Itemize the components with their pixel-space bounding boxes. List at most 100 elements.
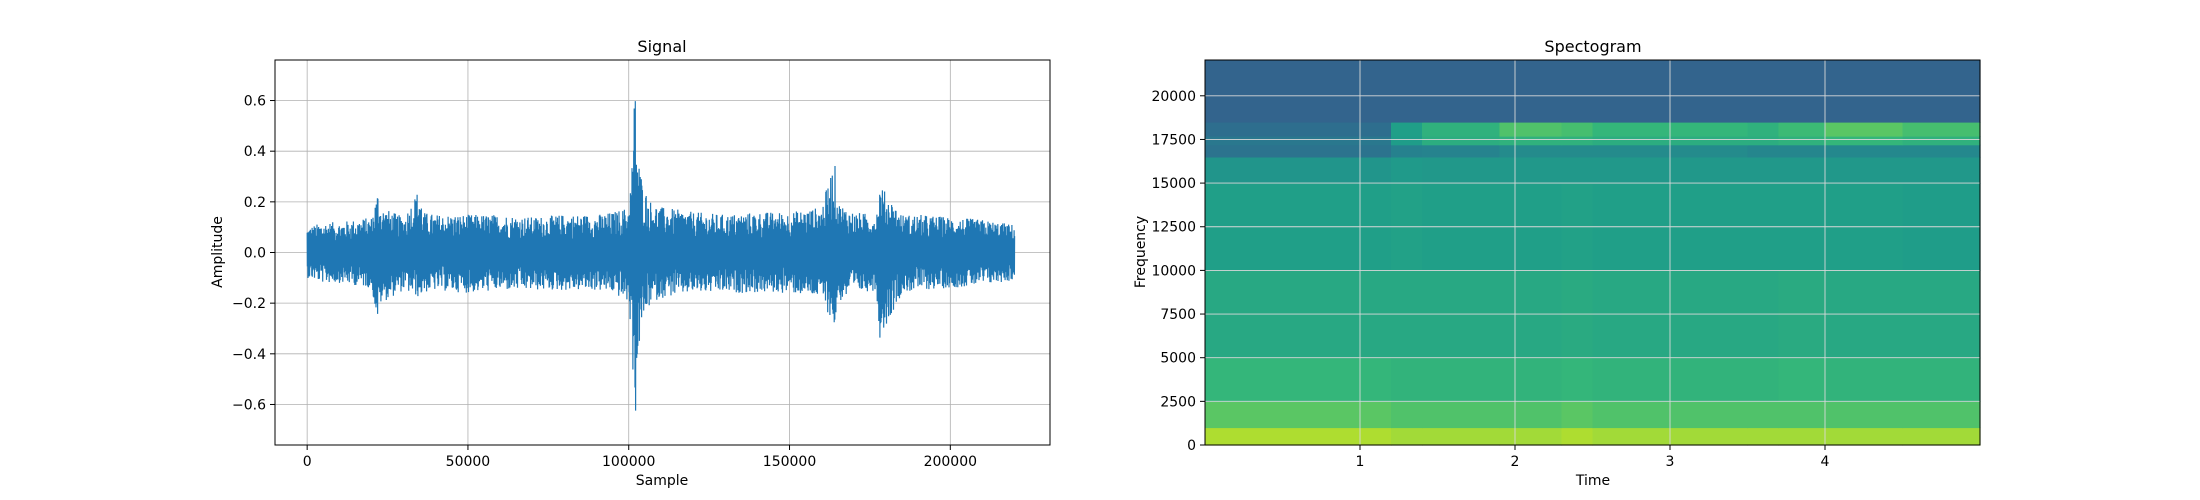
signal-waveform bbox=[306, 101, 1016, 411]
spectrogram-x-tick-label: 3 bbox=[1666, 454, 1675, 470]
spectrogram-grid bbox=[1205, 60, 1980, 446]
signal-ylabel: Amplitude bbox=[210, 216, 226, 288]
spectrogram-cell bbox=[1205, 156, 1392, 184]
spectrogram-cell bbox=[1747, 401, 1780, 429]
signal-y-tick-label: 0.4 bbox=[244, 144, 266, 160]
spectrogram-cell bbox=[1561, 136, 1594, 146]
spectrogram-cell bbox=[1561, 156, 1594, 184]
spectrogram-cell bbox=[1747, 60, 1780, 123]
spectrogram-cell bbox=[1902, 122, 1981, 137]
spectrogram-plot-frame bbox=[1204, 59, 1981, 446]
spectrogram-cell bbox=[1205, 144, 1392, 158]
spectrogram-cell bbox=[1561, 357, 1594, 402]
spectrogram-cell bbox=[1422, 357, 1501, 402]
spectrogram-cell bbox=[1422, 136, 1501, 146]
spectrogram-cell bbox=[1391, 122, 1423, 137]
spectrogram-cell bbox=[1391, 144, 1423, 158]
spectrogram-cell bbox=[1422, 427, 1501, 446]
spectrogram-cell bbox=[1561, 144, 1594, 158]
spectrogram-cell bbox=[1499, 136, 1563, 146]
spectrogram-y-tick-label: 15000 bbox=[1151, 176, 1196, 192]
spectrogram-cell bbox=[1778, 401, 1826, 429]
spectrogram-cell bbox=[1561, 60, 1594, 123]
spectrogram-cell bbox=[1747, 427, 1780, 446]
signal-y-tick-label: 0.6 bbox=[244, 94, 266, 110]
spectrogram-chart: Spectogram 1 2 3 4 0 2500 5000 7500 10000 12500 15… bbox=[1133, 37, 1981, 489]
spectrogram-cell bbox=[1205, 122, 1392, 137]
spectrogram-cell bbox=[1391, 357, 1423, 402]
spectrogram-xlabel: Time bbox=[1575, 473, 1610, 489]
spectrogram-cell bbox=[1778, 357, 1826, 402]
spectrogram-cell bbox=[1205, 136, 1392, 146]
spectrogram-y-tick-label: 17500 bbox=[1151, 132, 1196, 148]
spectrogram-cell bbox=[1778, 60, 1826, 123]
signal-y-tick-label: 0.2 bbox=[244, 195, 266, 211]
spectrogram-cell bbox=[1778, 144, 1826, 158]
spectrogram-cell bbox=[1205, 401, 1392, 429]
spectrogram-cell bbox=[1747, 156, 1780, 184]
spectrogram-cell bbox=[1825, 136, 1904, 146]
spectrogram-y-tick-label: 12500 bbox=[1151, 220, 1196, 236]
signal-x-tick-label: 150000 bbox=[763, 454, 816, 470]
spectrogram-cell bbox=[1205, 357, 1392, 402]
spectrogram-y-tick-label: 0 bbox=[1187, 438, 1196, 454]
signal-y-tick-label: −0.6 bbox=[232, 397, 266, 413]
spectrogram-cell bbox=[1902, 144, 1981, 158]
spectrogram-cell bbox=[1391, 401, 1423, 429]
spectrogram-x-tick-label: 1 bbox=[1356, 454, 1365, 470]
spectrogram-cell bbox=[1825, 122, 1904, 137]
signal-y-tick-label: −0.4 bbox=[232, 347, 266, 363]
signal-x-tick-label: 50000 bbox=[446, 454, 491, 470]
spectrogram-cell bbox=[1422, 122, 1501, 137]
spectrogram-cell bbox=[1747, 357, 1780, 402]
spectrogram-cell bbox=[1422, 156, 1501, 184]
signal-x-tick-label: 200000 bbox=[924, 454, 977, 470]
spectrogram-heatmap bbox=[1205, 60, 1981, 446]
spectrogram-cell bbox=[1205, 60, 1392, 123]
signal-x-tick-label: 100000 bbox=[602, 454, 655, 470]
spectrogram-cell bbox=[1778, 122, 1826, 137]
spectrogram-y-tick-label: 2500 bbox=[1160, 394, 1196, 410]
spectrogram-cell bbox=[1778, 156, 1826, 184]
spectrogram-cell bbox=[1561, 401, 1594, 429]
spectrogram-cell bbox=[1825, 401, 1904, 429]
spectrogram-cell bbox=[1778, 427, 1826, 446]
spectrogram-cell bbox=[1902, 427, 1981, 446]
spectrogram-cell bbox=[1422, 60, 1501, 123]
spectrogram-cell bbox=[1825, 357, 1904, 402]
signal-x-tick-label: 0 bbox=[303, 454, 312, 470]
spectrogram-y-tick-label: 10000 bbox=[1151, 263, 1196, 279]
spectrogram-cell bbox=[1499, 60, 1563, 123]
spectrogram-y-tick-label: 7500 bbox=[1160, 307, 1196, 323]
spectrogram-cell bbox=[1825, 144, 1904, 158]
spectrogram-cell bbox=[1902, 60, 1981, 123]
signal-title: Signal bbox=[637, 37, 686, 56]
spectrogram-cell bbox=[1747, 144, 1780, 158]
spectrogram-cell bbox=[1902, 401, 1981, 429]
spectrogram-cell bbox=[1499, 156, 1563, 184]
spectrogram-cell bbox=[1499, 357, 1563, 402]
spectrogram-cell bbox=[1825, 60, 1904, 123]
spectrogram-cell bbox=[1205, 427, 1392, 446]
spectrogram-cell bbox=[1422, 144, 1501, 158]
spectrogram-cell bbox=[1561, 122, 1594, 137]
spectrogram-cell bbox=[1747, 122, 1780, 137]
spectrogram-cell bbox=[1825, 427, 1904, 446]
signal-xlabel: Sample bbox=[636, 473, 689, 489]
spectrogram-cell bbox=[1391, 136, 1423, 146]
spectrogram-ylabel: Frequency bbox=[1133, 216, 1149, 288]
signal-axis-ticks: 0 50000 100000 150000 200000 −0.6 −0.4 −0.2 0.0 0… bbox=[232, 94, 977, 470]
spectrogram-cell bbox=[1561, 427, 1594, 446]
spectrogram-y-tick-label: 20000 bbox=[1151, 89, 1196, 105]
spectrogram-cell bbox=[1778, 136, 1826, 146]
spectrogram-cell bbox=[1902, 136, 1981, 146]
spectrogram-cell bbox=[1422, 401, 1501, 429]
spectrogram-cell bbox=[1499, 427, 1563, 446]
spectrogram-cell bbox=[1499, 122, 1563, 137]
spectrogram-cell bbox=[1499, 401, 1563, 429]
spectrogram-cell bbox=[1499, 144, 1563, 158]
signal-line bbox=[306, 101, 1016, 411]
spectrogram-y-tick-label: 5000 bbox=[1160, 351, 1196, 367]
spectrogram-cell bbox=[1391, 60, 1423, 123]
